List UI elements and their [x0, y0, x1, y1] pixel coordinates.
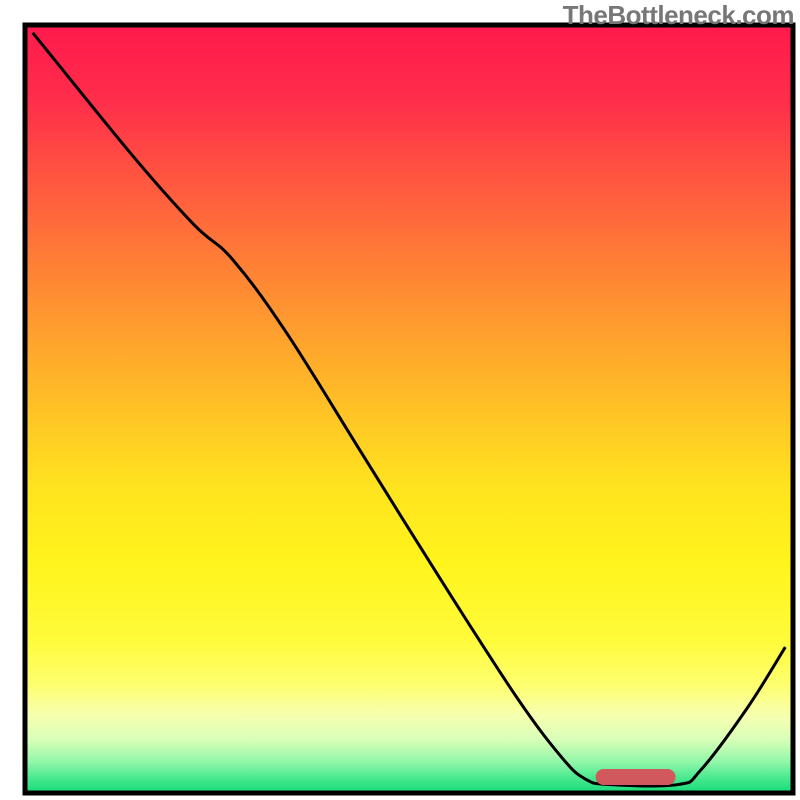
chart-canvas: TheBottleneck.com: [0, 0, 800, 800]
gradient-background: [25, 25, 793, 793]
optimal-range-marker: [596, 769, 676, 785]
watermark-text: TheBottleneck.com: [563, 0, 794, 31]
bottleneck-chart-svg: [0, 0, 800, 800]
